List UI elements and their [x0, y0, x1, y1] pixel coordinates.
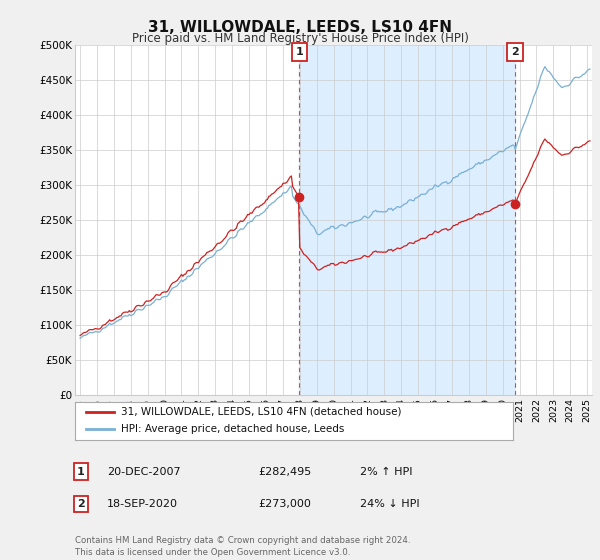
Text: HPI: Average price, detached house, Leeds: HPI: Average price, detached house, Leed… — [121, 424, 344, 435]
Text: £273,000: £273,000 — [258, 499, 311, 509]
Text: 31, WILLOWDALE, LEEDS, LS10 4FN: 31, WILLOWDALE, LEEDS, LS10 4FN — [148, 20, 452, 35]
Text: Price paid vs. HM Land Registry's House Price Index (HPI): Price paid vs. HM Land Registry's House … — [131, 32, 469, 45]
Text: £282,495: £282,495 — [258, 466, 311, 477]
Text: 18-SEP-2020: 18-SEP-2020 — [107, 499, 178, 509]
Text: 1: 1 — [77, 466, 85, 477]
Text: 1: 1 — [295, 47, 303, 57]
Text: 31, WILLOWDALE, LEEDS, LS10 4FN (detached house): 31, WILLOWDALE, LEEDS, LS10 4FN (detache… — [121, 407, 401, 417]
Text: 2% ↑ HPI: 2% ↑ HPI — [360, 466, 413, 477]
Text: Contains HM Land Registry data © Crown copyright and database right 2024.
This d: Contains HM Land Registry data © Crown c… — [75, 536, 410, 557]
Bar — [299, 45, 515, 395]
Text: 2: 2 — [77, 499, 85, 509]
Text: 20-DEC-2007: 20-DEC-2007 — [107, 466, 181, 477]
Text: 24% ↓ HPI: 24% ↓ HPI — [360, 499, 419, 509]
Text: 2: 2 — [511, 47, 518, 57]
